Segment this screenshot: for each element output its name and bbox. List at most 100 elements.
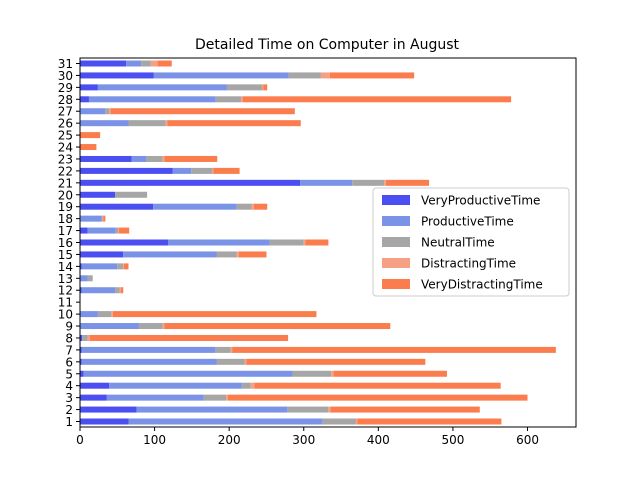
bar-segment-day-3-NeutralTime (203, 394, 227, 401)
bar-segment-day-16-VeryDistractingTime (305, 239, 329, 246)
bar-segment-day-26-DistractingTime (165, 120, 168, 127)
bar-segment-day-18-ProductiveTime (80, 215, 102, 222)
bar-segment-day-17-VeryProductiveTime (80, 227, 88, 234)
bar-segment-day-6-VeryProductiveTime (80, 358, 82, 365)
x-tick-label: 0 (76, 433, 84, 447)
y-tick-label: 23 (58, 152, 73, 166)
x-axis: 0 100 200 300 400 500 600 (76, 427, 539, 447)
bar-segment-day-18-NeutralTime (101, 215, 103, 222)
bar-segment-day-23-ProductiveTime (131, 155, 147, 162)
y-tick-label: 9 (65, 320, 73, 334)
bar-segment-day-8-VeryProductiveTime (80, 334, 83, 341)
y-tick-label: 7 (65, 343, 73, 357)
bar-segment-day-15-NeutralTime (216, 251, 237, 258)
bar-segment-day-8-VeryDistractingTime (89, 334, 289, 341)
bar-segment-day-22-DistractingTime (212, 167, 214, 174)
bar-segment-day-2-VeryDistractingTime (330, 406, 480, 413)
bar-segment-day-31-NeutralTime (141, 60, 151, 67)
bar-segment-day-15-VeryDistractingTime (238, 251, 267, 258)
bar-segment-day-3-ProductiveTime (106, 394, 204, 401)
y-tick-label: 27 (58, 105, 73, 119)
bar-segment-day-7-VeryDistractingTime (232, 346, 556, 353)
bar-segment-day-15-VeryProductiveTime (80, 251, 124, 258)
bar-segment-day-30-NeutralTime (288, 72, 321, 79)
bar-segment-day-27-ProductiveTime (80, 108, 106, 115)
y-axis: 1234567891011121314151617181920212223242… (58, 57, 80, 429)
bar-segment-day-28-DistractingTime (241, 96, 243, 103)
bar-segment-day-17-VeryDistractingTime (118, 227, 130, 234)
bar-segment-day-5-ProductiveTime (83, 370, 293, 377)
bar-segment-day-19-ProductiveTime (153, 203, 237, 210)
bar-segment-day-16-VeryProductiveTime (80, 239, 169, 246)
bar-segment-day-7-ProductiveTime (81, 346, 216, 353)
bar-segment-day-5-VeryProductiveTime (80, 370, 84, 377)
legend-swatch (382, 279, 410, 289)
bar-segment-day-19-DistractingTime (251, 203, 254, 210)
bar-segment-day-26-NeutralTime (128, 120, 166, 127)
bar-segment-day-2-ProductiveTime (136, 406, 288, 413)
bar-segment-day-22-NeutralTime (191, 167, 213, 174)
bar-segment-day-26-VeryDistractingTime (167, 120, 301, 127)
bar-segment-day-1-VeryDistractingTime (357, 418, 502, 425)
bar-segment-day-29-ProductiveTime (97, 84, 227, 91)
bar-segment-day-2-VeryProductiveTime (80, 406, 137, 413)
bar-segment-day-6-NeutralTime (216, 358, 245, 365)
bar-segment-day-14-NeutralTime (117, 263, 124, 270)
bar-segment-day-24-VeryDistractingTime (80, 144, 97, 151)
bar-segment-day-7-VeryProductiveTime (80, 346, 82, 353)
x-tick-label: 400 (367, 433, 390, 447)
bar-segment-day-6-DistractingTime (244, 358, 247, 365)
bar-segment-day-20-NeutralTime (115, 191, 148, 198)
bar-segment-day-22-VeryProductiveTime (80, 167, 173, 174)
legend-label: VeryProductiveTime (421, 194, 540, 208)
bar-segment-day-4-VeryProductiveTime (80, 382, 110, 389)
bar-segment-day-29-VeryProductiveTime (80, 84, 98, 91)
bar-segment-day-17-ProductiveTime (87, 227, 116, 234)
bar-segment-day-5-VeryDistractingTime (333, 370, 447, 377)
x-tick-label: 500 (441, 433, 464, 447)
bar-segment-day-23-VeryDistractingTime (164, 155, 218, 162)
bar-segment-day-27-DistractingTime (109, 108, 111, 115)
bar-segment-day-15-DistractingTime (236, 251, 239, 258)
y-tick-label: 1 (65, 415, 73, 429)
legend-swatch (382, 237, 410, 247)
y-tick-label: 26 (58, 117, 73, 131)
bar-segment-day-29-NeutralTime (226, 84, 262, 91)
bar-segment-day-31-VeryDistractingTime (157, 60, 172, 67)
y-tick-label: 3 (65, 391, 73, 405)
bar-segment-day-17-DistractingTime (118, 227, 119, 234)
y-tick-label: 18 (58, 212, 73, 226)
legend-label: ProductiveTime (421, 215, 514, 229)
bar-segment-day-14-VeryProductiveTime (80, 263, 82, 270)
bar-segment-day-9-DistractingTime (162, 323, 165, 330)
y-tick-label: 2 (65, 403, 73, 417)
legend-label: VeryDistractingTime (421, 278, 543, 292)
bar-segment-day-1-VeryProductiveTime (80, 418, 129, 425)
legend: VeryProductiveTime ProductiveTime NeutralT… (372, 187, 570, 297)
x-tick-label: 100 (143, 433, 166, 447)
bar-segment-day-3-VeryDistractingTime (227, 394, 528, 401)
bar-segment-day-14-DistractingTime (123, 263, 125, 270)
bar-segment-day-10-NeutralTime (97, 311, 112, 318)
bar-segment-day-19-VeryProductiveTime (80, 203, 154, 210)
y-tick-label: 14 (58, 260, 73, 274)
bar-segment-day-26-ProductiveTime (80, 120, 129, 127)
bar-segment-day-25-VeryDistractingTime (80, 132, 101, 139)
bar-segment-day-30-VeryDistractingTime (329, 72, 415, 79)
bar-segment-day-29-VeryDistractingTime (263, 84, 268, 91)
legend-swatch (382, 195, 410, 205)
bar-segment-day-4-NeutralTime (241, 382, 251, 389)
bar-segment-day-4-DistractingTime (250, 382, 255, 389)
bar-segment-day-22-VeryDistractingTime (213, 167, 240, 174)
y-tick-label: 20 (58, 188, 73, 202)
bar-segment-day-10-DistractingTime (111, 311, 113, 318)
bar-segment-day-30-ProductiveTime (153, 72, 289, 79)
bar-segment-day-7-NeutralTime (215, 346, 231, 353)
bar-segment-day-1-NeutralTime (322, 418, 356, 425)
bar-segment-day-3-VeryProductiveTime (80, 394, 107, 401)
bar-segment-day-21-ProductiveTime (300, 179, 353, 186)
x-tick-label: 300 (292, 433, 315, 447)
y-tick-label: 11 (58, 296, 73, 310)
bar-segment-day-31-VeryProductiveTime (80, 60, 127, 67)
